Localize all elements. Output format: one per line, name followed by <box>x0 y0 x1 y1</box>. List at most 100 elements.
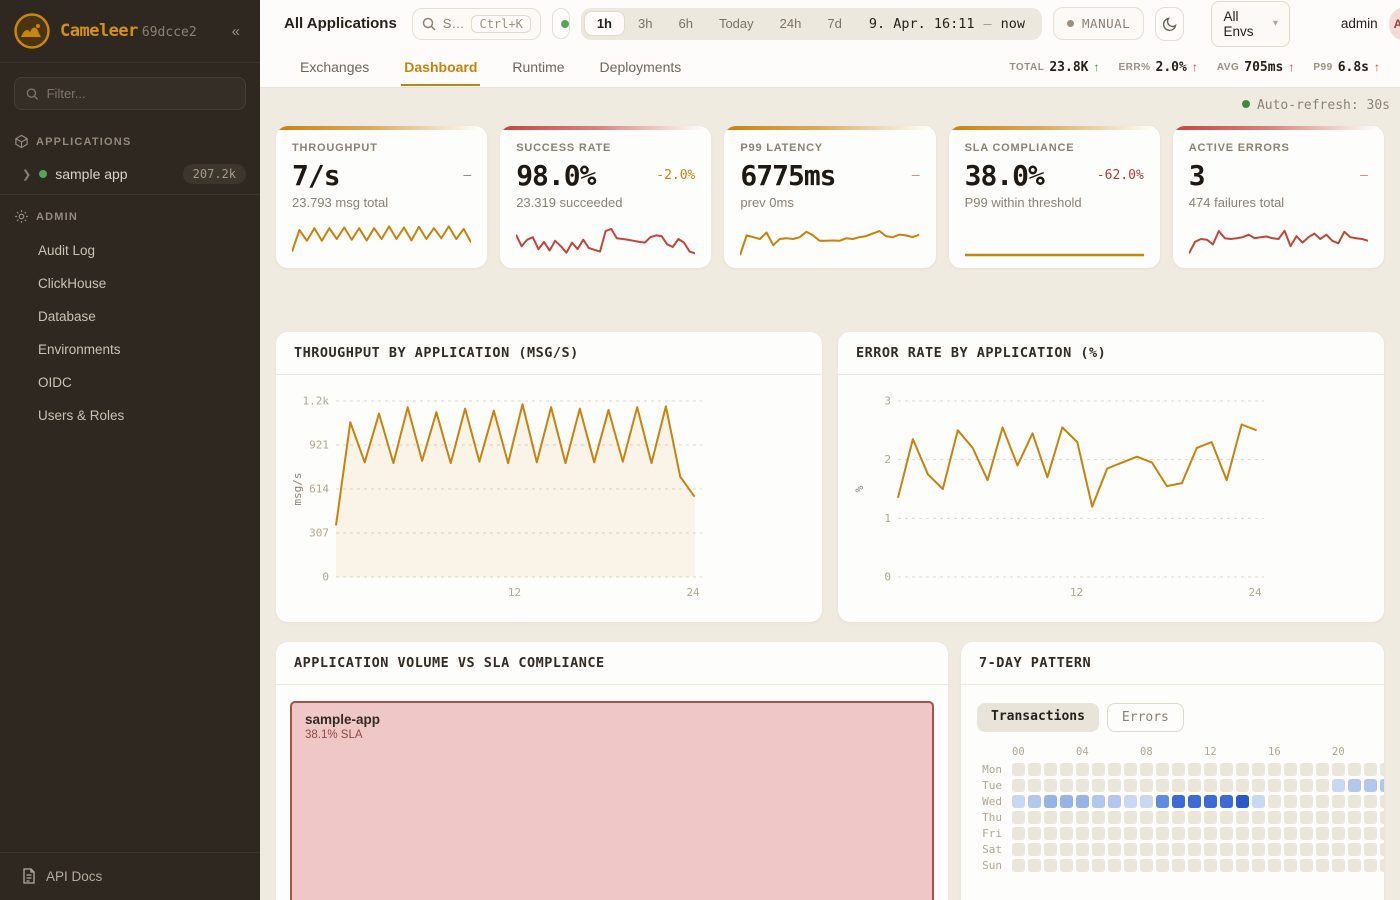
heatmap-cell[interactable] <box>1188 811 1201 824</box>
online-status-button[interactable]: Online <box>551 8 570 39</box>
heatmap-cell[interactable] <box>1316 827 1329 840</box>
heatmap-cell[interactable] <box>1188 827 1201 840</box>
heatmap-cell[interactable] <box>1268 811 1281 824</box>
heatmap-cell[interactable] <box>1236 811 1249 824</box>
heatmap-cell[interactable] <box>1076 795 1089 808</box>
heatmap-cell[interactable] <box>1332 859 1345 872</box>
heatmap-cell[interactable] <box>1316 763 1329 776</box>
sidebar-item-audit-log[interactable]: Audit Log <box>38 243 96 258</box>
heatmap-cell[interactable] <box>1348 763 1361 776</box>
heatmap-cell[interactable] <box>1060 843 1073 856</box>
heatmap-cell[interactable] <box>1268 843 1281 856</box>
heatmap-cell[interactable] <box>1220 763 1233 776</box>
heatmap-cell[interactable] <box>1252 811 1265 824</box>
heatmap-cell[interactable] <box>1332 827 1345 840</box>
heatmap-cell[interactable] <box>1124 859 1137 872</box>
heatmap-cell[interactable] <box>1188 795 1201 808</box>
heatmap-cell[interactable] <box>1332 795 1345 808</box>
heatmap-cell[interactable] <box>1092 843 1105 856</box>
heatmap-cell[interactable] <box>1204 795 1217 808</box>
sidebar-item-api-docs[interactable]: API Docs <box>0 853 260 900</box>
heatmap-cell[interactable] <box>1028 843 1041 856</box>
heatmap-cell[interactable] <box>1012 827 1025 840</box>
heatmap-cell[interactable] <box>1172 843 1185 856</box>
global-search[interactable]: S… Ctrl+K <box>411 7 541 40</box>
manual-mode-button[interactable]: MANUAL <box>1053 7 1145 40</box>
heatmap-cell[interactable] <box>1204 859 1217 872</box>
heatmap-cell[interactable] <box>1092 779 1105 792</box>
heatmap-cell[interactable] <box>1380 811 1384 824</box>
heatmap-cell[interactable] <box>1252 859 1265 872</box>
heatmap-cell[interactable] <box>1028 763 1041 776</box>
heatmap-cell[interactable] <box>1156 811 1169 824</box>
heatmap-cell[interactable] <box>1172 827 1185 840</box>
heatmap-cell[interactable] <box>1188 843 1201 856</box>
heatmap-cell[interactable] <box>1316 859 1329 872</box>
environment-select[interactable]: All Envs ▾ <box>1211 0 1290 47</box>
heatmap-cell[interactable] <box>1140 779 1153 792</box>
heatmap-cell[interactable] <box>1124 763 1137 776</box>
heatmap-cell[interactable] <box>1268 763 1281 776</box>
heatmap-cell[interactable] <box>1092 859 1105 872</box>
heatmap-cell[interactable] <box>1204 811 1217 824</box>
heatmap-cell[interactable] <box>1252 795 1265 808</box>
heatmap-cell[interactable] <box>1364 811 1377 824</box>
sidebar-collapse-icon[interactable]: « <box>231 22 240 40</box>
heatmap-cell[interactable] <box>1284 811 1297 824</box>
heatmap-cell[interactable] <box>1380 763 1384 776</box>
heatmap-cell[interactable] <box>1236 795 1249 808</box>
heatmap-cell[interactable] <box>1028 779 1041 792</box>
heatmap-cell[interactable] <box>1124 795 1137 808</box>
heatmap-cell[interactable] <box>1028 859 1041 872</box>
heatmap-cell[interactable] <box>1284 779 1297 792</box>
heatmap-cell[interactable] <box>1332 811 1345 824</box>
heatmap-cell[interactable] <box>1140 859 1153 872</box>
heatmap-cell[interactable] <box>1300 763 1313 776</box>
heatmap-cell[interactable] <box>1012 811 1025 824</box>
heatmap-cell[interactable] <box>1140 795 1153 808</box>
heatmap-cell[interactable] <box>1300 795 1313 808</box>
heatmap-cell[interactable] <box>1156 763 1169 776</box>
heatmap-cell[interactable] <box>1076 843 1089 856</box>
heatmap-cell[interactable] <box>1204 827 1217 840</box>
heatmap-cell[interactable] <box>1348 779 1361 792</box>
heatmap-cell[interactable] <box>1284 763 1297 776</box>
heatmap-cell[interactable] <box>1012 843 1025 856</box>
heatmap-cell[interactable] <box>1060 779 1073 792</box>
heatmap-cell[interactable] <box>1172 779 1185 792</box>
heatmap-cell[interactable] <box>1028 827 1041 840</box>
heatmap-cell[interactable] <box>1092 827 1105 840</box>
heatmap-cell[interactable] <box>1236 779 1249 792</box>
heatmap-cell[interactable] <box>1348 795 1361 808</box>
heatmap-cell[interactable] <box>1076 779 1089 792</box>
heatmap-cell[interactable] <box>1316 795 1329 808</box>
heatmap-cell[interactable] <box>1348 827 1361 840</box>
heatmap-cell[interactable] <box>1300 843 1313 856</box>
heatmap-cell[interactable] <box>1140 843 1153 856</box>
heatmap-cell[interactable] <box>1300 811 1313 824</box>
heatmap-cell[interactable] <box>1220 779 1233 792</box>
chevron-right-icon[interactable]: ❯ <box>22 168 32 181</box>
heatmap-cell[interactable] <box>1252 763 1265 776</box>
heatmap-cell[interactable] <box>1284 843 1297 856</box>
heatmap-cell[interactable] <box>1236 827 1249 840</box>
heatmap-cell[interactable] <box>1172 859 1185 872</box>
heatmap-cell[interactable] <box>1332 763 1345 776</box>
heatmap-cell[interactable] <box>1044 827 1057 840</box>
sidebar-item-oidc[interactable]: OIDC <box>38 375 72 390</box>
heatmap-cell[interactable] <box>1364 763 1377 776</box>
sidebar-item-database[interactable]: Database <box>38 309 96 324</box>
heatmap-cell[interactable] <box>1188 779 1201 792</box>
heatmap-cell[interactable] <box>1172 795 1185 808</box>
heatmap-cell[interactable] <box>1108 779 1121 792</box>
heatmap-cell[interactable] <box>1028 811 1041 824</box>
heatmap-cell[interactable] <box>1268 859 1281 872</box>
heatmap-cell[interactable] <box>1348 859 1361 872</box>
heatmap-cell[interactable] <box>1252 827 1265 840</box>
heatmap-cell[interactable] <box>1364 795 1377 808</box>
heatmap-cell[interactable] <box>1188 763 1201 776</box>
heatmap-cell[interactable] <box>1172 763 1185 776</box>
heatmap-cell[interactable] <box>1348 843 1361 856</box>
avatar[interactable]: AD <box>1388 7 1400 40</box>
tab-runtime[interactable]: Runtime <box>512 58 565 75</box>
